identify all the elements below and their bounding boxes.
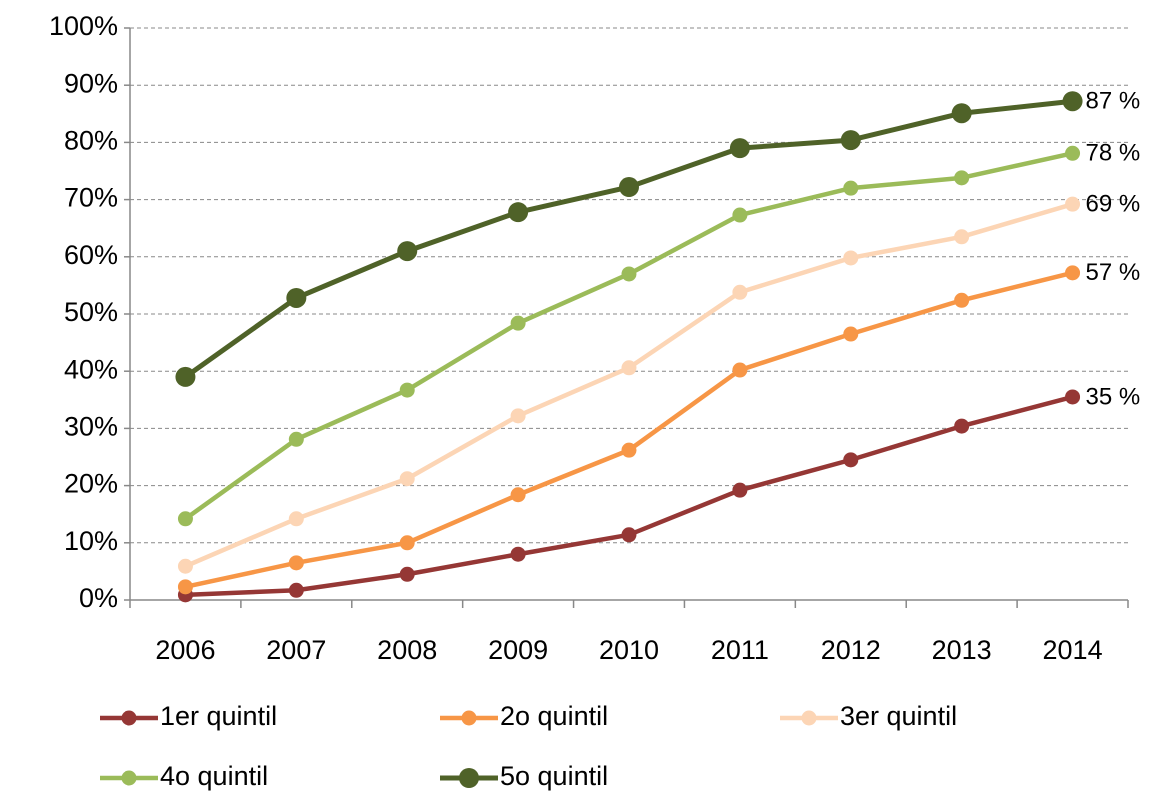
legend-label: 2o quintil (500, 701, 608, 731)
point (621, 266, 637, 282)
point (399, 566, 415, 582)
point (288, 511, 304, 527)
point (510, 487, 526, 503)
y-tick-label: 0% (79, 583, 118, 613)
point (732, 284, 748, 300)
x-tick-label: 2006 (155, 635, 215, 665)
point (843, 180, 859, 196)
y-tick-label: 90% (64, 68, 118, 98)
point (840, 130, 861, 151)
y-tick-label: 100% (49, 11, 118, 41)
point (1065, 145, 1081, 161)
series-line (184, 151, 1074, 521)
point (286, 287, 307, 308)
x-tick-label: 2013 (932, 635, 992, 665)
point (399, 471, 415, 487)
point (621, 442, 637, 458)
point (732, 207, 748, 223)
data-label: 69 % (1086, 191, 1141, 218)
legend-label: 1er quintil (160, 701, 277, 731)
x-tick-label: 2014 (1043, 635, 1103, 665)
point (1065, 196, 1081, 212)
point (843, 326, 859, 342)
legend-marker (461, 710, 477, 726)
point (510, 315, 526, 331)
legend-marker (459, 768, 479, 788)
point (510, 546, 526, 562)
y-tick-label: 30% (64, 412, 118, 442)
point (619, 177, 639, 198)
x-tick-label: 2007 (266, 635, 326, 665)
x-tick-label: 2008 (377, 635, 437, 665)
legend-label: 3er quintil (840, 701, 957, 731)
point (954, 170, 970, 186)
legend-marker (121, 770, 137, 786)
point (175, 366, 196, 387)
point (954, 292, 970, 308)
y-tick-label: 80% (64, 126, 118, 156)
point (732, 362, 748, 378)
point (399, 382, 415, 398)
point (288, 582, 304, 598)
y-tick-label: 70% (64, 183, 118, 213)
point (397, 241, 418, 262)
point (621, 527, 637, 543)
point (177, 558, 193, 574)
y-tick-label: 60% (64, 240, 118, 270)
y-tick-label: 50% (64, 297, 118, 327)
point (621, 360, 637, 376)
legend-marker (801, 710, 817, 726)
legend-label: 5o quintil (500, 761, 608, 791)
point (399, 535, 415, 551)
point (1065, 265, 1081, 281)
point (729, 138, 750, 159)
data-label: 35 % (1086, 383, 1141, 410)
legend-marker (121, 710, 137, 726)
x-tick-label: 2012 (821, 635, 881, 665)
data-label: 87 % (1086, 88, 1141, 115)
point (288, 555, 304, 571)
point (1062, 91, 1083, 112)
data-label: 78 % (1086, 140, 1141, 167)
x-tick-label: 2011 (711, 635, 769, 665)
x-tick-label: 2010 (599, 635, 659, 665)
legend-label: 4o quintil (160, 761, 268, 791)
y-tick-label: 20% (64, 469, 118, 499)
point (732, 482, 748, 498)
series-line (185, 394, 1074, 598)
point (288, 431, 304, 447)
y-tick-label: 40% (64, 354, 118, 384)
point (177, 579, 193, 595)
point (954, 229, 970, 245)
data-label: 57 % (1086, 259, 1141, 286)
point (1065, 389, 1081, 405)
point (843, 452, 859, 468)
point (177, 511, 193, 527)
point (510, 408, 526, 424)
y-tick-label: 10% (64, 526, 118, 556)
point (508, 202, 529, 223)
x-tick-label: 2009 (488, 635, 548, 665)
point (843, 250, 859, 266)
point (954, 418, 970, 434)
series-line (184, 202, 1074, 569)
point (951, 103, 972, 124)
